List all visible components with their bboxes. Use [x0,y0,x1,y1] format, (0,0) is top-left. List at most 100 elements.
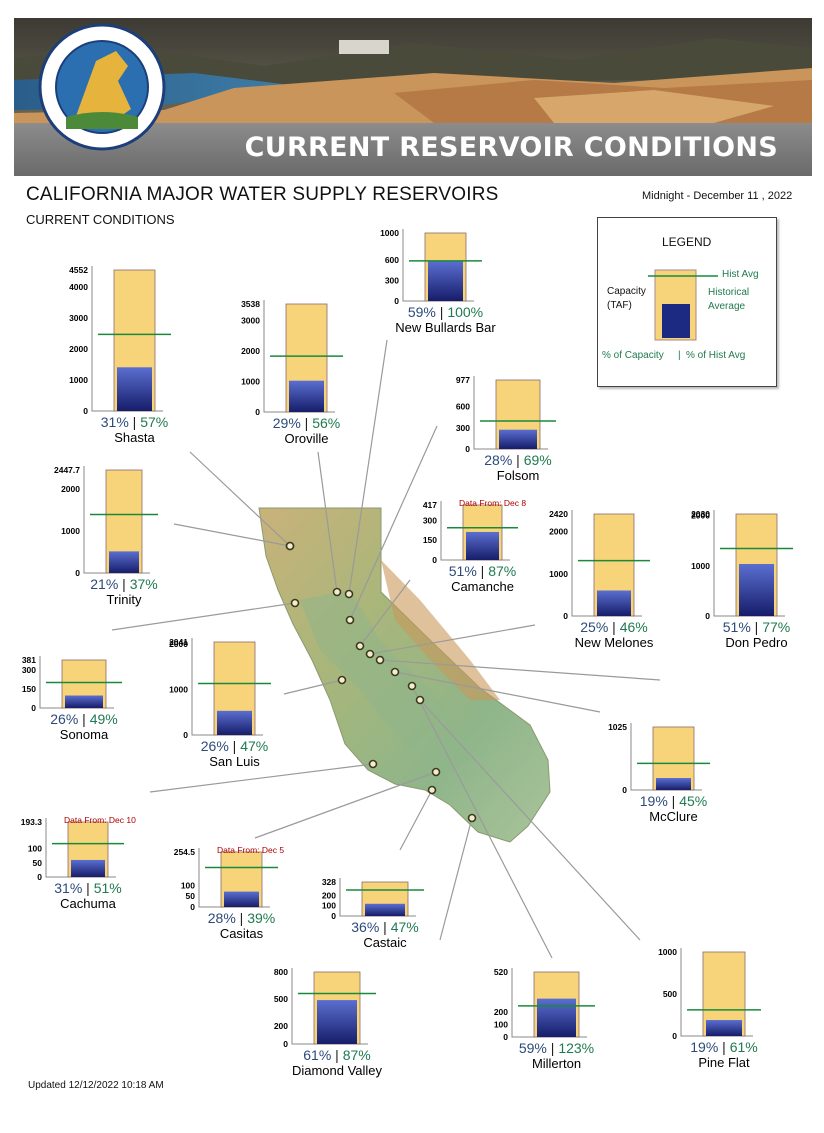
tick-label: 2000 [549,527,568,537]
percent-values: 26% | 47% [201,738,268,754]
tick-label: 1000 [691,561,710,571]
percent-values: 51% | 77% [723,619,790,635]
percent-of-historical-average: 123% [558,1040,594,1056]
storage-bar [466,531,499,560]
percent-of-capacity: 19% [690,1039,718,1055]
reservoir-name: Castaic [363,935,407,950]
tick-label: 0 [331,911,336,921]
percent-values: 36% | 47% [351,919,418,935]
tick-label: 4552 [69,265,88,275]
percent-separator: | [668,793,679,809]
leader-line-casitas [254,771,437,839]
percent-of-historical-average: 37% [130,576,158,592]
tick-label: 1000 [658,947,677,957]
tick-label: 2030 [691,509,710,519]
tick-label: 381 [22,655,36,665]
legend-average: Average [708,301,746,312]
tick-label: 0 [465,444,470,454]
tick-label: 417 [423,500,437,510]
reservoir-name: Oroville [284,431,328,446]
tick-label: 0 [255,407,260,417]
reservoir-dot-diamond-valley [467,813,477,823]
percent-separator: | [608,619,619,635]
percent-of-historical-average: 45% [679,793,707,809]
data-date-note: Data From: Dec 10 [64,815,136,825]
reservoir-chart-mcclure: 1025 0 19% | 45%McClure [608,722,710,824]
reservoir-dot-casitas [431,767,441,777]
percent-of-historical-average: 69% [524,452,552,468]
reservoir-name: Camanche [451,579,514,594]
storage-bar [109,551,139,573]
percent-of-historical-average: 77% [762,619,790,635]
tick-label: 0 [563,611,568,621]
reservoir-dot-san-luis [337,675,347,685]
tick-label: 0 [394,296,399,306]
percent-separator: | [82,880,93,896]
tick-label: 2000 [691,511,710,521]
percent-values: 21% | 37% [90,576,157,592]
tick-label: 200 [494,1007,508,1017]
legend-hist-avg: Hist Avg [722,269,759,280]
leader-line-new-bullards-bar [348,339,388,595]
tick-label: 4000 [69,282,88,292]
tick-label: 2420 [549,509,568,519]
leader-line-new-melones [369,624,536,655]
percent-values: 59% | 123% [519,1040,594,1056]
tick-label: 0 [31,703,36,713]
tick-label: 800 [274,967,288,977]
tick-label: 100 [494,1020,508,1030]
reservoir-chart-pine-flat: 1000 500 0 19% | 61%Pine Flat [658,947,761,1070]
leader-line-millerton [411,685,553,959]
percent-values: 61% | 87% [303,1047,370,1063]
reservoir-name: Trinity [107,592,142,607]
percent-separator: | [751,619,762,635]
tick-label: 150 [22,684,36,694]
reservoir-name: Shasta [114,430,155,445]
tick-label: 0 [672,1031,677,1041]
percent-separator: | [118,576,129,592]
legend-pct-capacity: % of Capacity [602,350,664,361]
percent-of-historical-average: 46% [620,619,648,635]
leader-line-trinity [173,523,291,547]
tick-label: 600 [456,402,470,412]
percent-of-capacity: 61% [303,1047,331,1063]
tick-label: 1000 [241,376,260,386]
storage-bar [428,260,463,301]
reservoir-chart-new-bullards-bar: 1000 600 300 0 59% | 100%New Bullards Bar [380,228,496,335]
percent-values: 59% | 100% [408,304,483,320]
tick-label: 0 [183,730,188,740]
percent-of-historical-average: 51% [94,880,122,896]
dwr-seal-logo [38,23,166,151]
percent-of-capacity: 25% [580,619,608,635]
reservoir-dot-camanche [355,641,365,651]
leader-line-shasta [189,451,291,547]
reservoir-dot-new-bullards-bar [344,589,354,599]
percent-separator: | [78,711,89,727]
percent-of-capacity: 51% [723,619,751,635]
tick-label: 600 [385,255,399,265]
reservoir-chart-shasta: 4552 4000 3000 2000 1000 0 31% | 57%Shasta [69,265,171,445]
percent-of-historical-average: 57% [140,414,168,430]
storage-bar [597,590,631,616]
storage-bar [739,563,774,616]
percent-values: 19% | 45% [640,793,707,809]
reservoir-dot-castaic [427,785,437,795]
percent-of-historical-average: 56% [312,415,340,431]
tick-label: 50 [33,858,43,868]
percent-of-capacity: 29% [273,415,301,431]
tick-label: 2447.7 [54,465,80,475]
percent-of-historical-average: 47% [240,738,268,754]
percent-values: 31% | 57% [101,414,168,430]
storage-bar [537,998,576,1037]
percent-values: 28% | 69% [484,452,551,468]
tick-label: 100 [322,901,336,911]
percent-separator: | [512,452,523,468]
tick-label: 200 [322,890,336,900]
storage-bar [706,1020,742,1036]
reservoir-dot-new-melones [365,649,375,659]
page-subtitle: CURRENT CONDITIONS [26,212,175,227]
reservoir-dot-trinity [285,541,295,551]
